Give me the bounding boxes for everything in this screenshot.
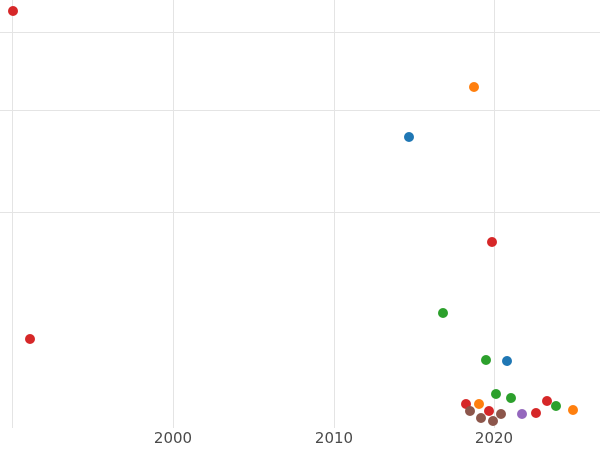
plot-area (0, 0, 600, 428)
scatter-point (481, 355, 491, 365)
gridline-horizontal (0, 110, 600, 111)
gridline-vertical (173, 0, 174, 428)
scatter-point (474, 399, 484, 409)
scatter-point (484, 406, 494, 416)
scatter-point (488, 416, 498, 426)
scatter-point (568, 405, 578, 415)
scatter-point (487, 237, 497, 247)
scatter-point (517, 409, 527, 419)
scatter-point (491, 389, 501, 399)
scatter-point (25, 334, 35, 344)
gridline-vertical (494, 0, 495, 428)
scatter-point (438, 308, 448, 318)
scatter-point (542, 396, 552, 406)
gridline-vertical (334, 0, 335, 428)
scatter-point (465, 406, 475, 416)
gridline-vertical (12, 0, 13, 428)
scatter-point (8, 6, 18, 16)
scatter-point (531, 408, 541, 418)
scatter-point (506, 393, 516, 403)
x-tick-label: 2020 (474, 429, 514, 447)
scatter-point (476, 413, 486, 423)
gridline-horizontal (0, 212, 600, 213)
scatter-point (469, 82, 479, 92)
x-tick-label: 2000 (153, 429, 193, 447)
scatter-point (502, 356, 512, 366)
scatter-point (496, 409, 506, 419)
x-tick-label: 2010 (314, 429, 354, 447)
gridline-horizontal (0, 32, 600, 33)
scatter-point (551, 401, 561, 411)
scatter-point (404, 132, 414, 142)
scatter-point (461, 399, 471, 409)
